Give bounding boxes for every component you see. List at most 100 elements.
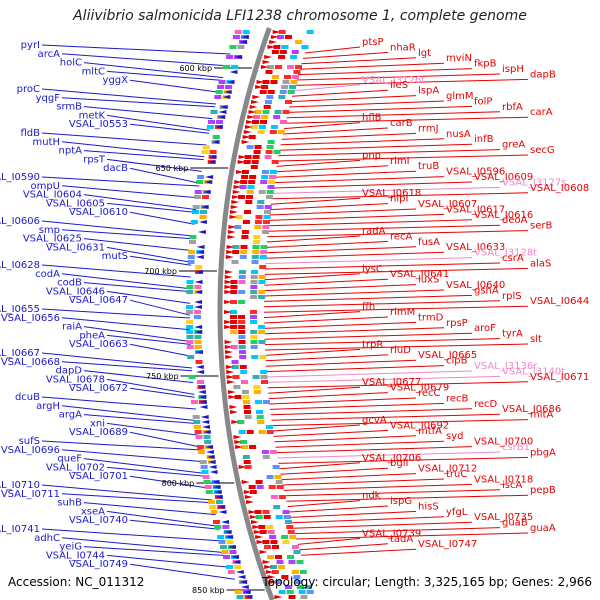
- feature-block: [188, 375, 196, 379]
- feature-block: [232, 245, 240, 249]
- feature-block: [262, 220, 270, 224]
- connector-right: [264, 284, 417, 292]
- feature-block: [266, 145, 274, 149]
- connector-left: [41, 44, 231, 55]
- left-strand-arrow: [197, 385, 206, 389]
- gene-label-right: mltA: [530, 410, 553, 421]
- right-strand-arrow: [224, 270, 233, 274]
- connector-right: [304, 46, 361, 54]
- gene-label-right: infB: [474, 134, 494, 145]
- feature-block: [282, 80, 290, 84]
- connector-right: [268, 392, 389, 400]
- right-strand-arrow: [233, 185, 242, 189]
- feature-block: [251, 160, 259, 164]
- feature-block: [208, 500, 215, 504]
- feature-block: [269, 130, 277, 134]
- feature-block: [269, 535, 277, 539]
- feature-block: [258, 125, 266, 129]
- feature-block: [234, 395, 242, 399]
- gene-label-right: pbgA: [530, 447, 556, 458]
- gene-label-right: aroF: [474, 323, 496, 334]
- connector-left: [41, 220, 194, 237]
- feature-block: [260, 370, 268, 374]
- gene-label-left: suhB: [57, 498, 82, 509]
- connector-left: [61, 449, 205, 463]
- connector-right: [293, 521, 473, 529]
- feature-block: [266, 195, 273, 199]
- left-strand-arrow: [196, 245, 205, 249]
- left-strand-arrow: [229, 70, 238, 74]
- gene-label-left: yqgF: [36, 93, 61, 104]
- connector-left: [83, 150, 204, 161]
- feature-block: [267, 555, 274, 559]
- left-strand-arrow: [201, 420, 210, 424]
- feature-block: [279, 50, 287, 54]
- gene-label-right: ispH: [502, 64, 524, 75]
- feature-block: [238, 320, 246, 324]
- right-strand-labels: ptsP nhaR lgt mviN fkpB ispH dapB VSAL_I3126til…: [362, 37, 589, 550]
- left-strand-arrow: [199, 405, 208, 409]
- connector-right: [297, 537, 361, 545]
- feature-block: [199, 460, 207, 464]
- connector-left: [106, 70, 223, 81]
- feature-block: [275, 580, 283, 584]
- feature-block: [292, 75, 299, 79]
- feature-block: [257, 420, 265, 424]
- feature-block: [254, 110, 262, 114]
- feature-block: [238, 290, 246, 294]
- feature-block: [226, 565, 234, 569]
- connector-left: [129, 519, 220, 530]
- connector-right: [266, 365, 445, 373]
- connector-left: [106, 202, 196, 213]
- gene-label-right: VSAL_I0641: [390, 269, 449, 280]
- feature-block: [261, 230, 269, 234]
- feature-block: [230, 290, 238, 294]
- right-strand-arrow: [252, 525, 261, 529]
- gene-label-right: VSAL_I0671: [530, 372, 589, 383]
- feature-block: [252, 155, 260, 159]
- feature-block: [273, 505, 281, 509]
- gene-label-right: deoA: [502, 215, 528, 226]
- feature-block: [282, 510, 290, 514]
- gene-label-left: mutS: [102, 251, 128, 262]
- connector-right: [263, 300, 501, 308]
- feature-block: [203, 435, 211, 439]
- feature-block: [261, 175, 269, 179]
- feature-block: [264, 545, 271, 549]
- feature-block: [192, 210, 199, 214]
- connector-left: [83, 370, 194, 384]
- feature-block: [269, 175, 277, 179]
- connector-right: [280, 467, 389, 475]
- connector-right: [283, 483, 473, 491]
- accession-label: Accession: NC_011312: [8, 575, 145, 589]
- right-strand-arrow: [224, 275, 233, 279]
- feature-block: [230, 320, 238, 324]
- right-strand-arrow: [233, 435, 242, 439]
- connector-right: [286, 111, 501, 119]
- feature-block: [230, 345, 238, 349]
- connector-left: [83, 546, 228, 557]
- feature-block: [218, 80, 226, 84]
- right-strand-arrow: [225, 255, 234, 259]
- position-marker: 600 kbp: [179, 64, 212, 73]
- feature-block: [272, 545, 279, 549]
- feature-block: [239, 365, 247, 369]
- gene-label-left: VSAL_I0606: [0, 216, 40, 227]
- right-strand-arrow: [237, 160, 246, 164]
- gene-label-left: VSAL_I0749: [69, 559, 128, 570]
- right-strand-arrow: [232, 190, 241, 194]
- feature-block: [195, 265, 203, 269]
- right-strand-arrow: [226, 375, 235, 379]
- connector-left: [41, 396, 196, 410]
- feature-block: [266, 525, 274, 529]
- feature-block: [254, 220, 262, 224]
- connector-right: [303, 51, 389, 59]
- connector-right: [301, 57, 417, 65]
- feature-block: [188, 250, 196, 254]
- feature-block: [284, 585, 292, 589]
- right-strand-arrow: [241, 480, 250, 484]
- feature-block: [262, 540, 270, 544]
- left-strand-arrow: [214, 495, 223, 499]
- feature-block: [295, 580, 303, 584]
- connector-right: [296, 73, 501, 81]
